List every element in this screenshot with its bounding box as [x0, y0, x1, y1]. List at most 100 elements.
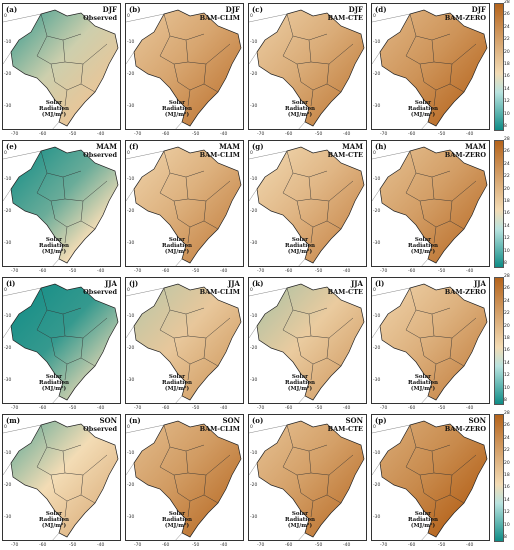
colorbar-tick-label: 12	[504, 510, 510, 516]
x-tick-label: -40	[97, 269, 105, 274]
map-panel: (p) SON BAM-ZERO Solar Radiation (MJ/m²) -70 -…	[371, 414, 490, 548]
variable-label-line1: Solar	[168, 511, 186, 517]
colorbar-tick-label: 16	[504, 348, 510, 354]
x-tick-label: -60	[162, 543, 170, 548]
y-tick-label: -10	[127, 40, 135, 45]
y-tick-label: -10	[250, 177, 258, 182]
x-tick-label: -50	[192, 269, 200, 274]
map-panel: (j) JJA BAM-CLIM Solar Radiation (MJ/m²) -70 -…	[125, 277, 244, 411]
variable-label-line1: Solar	[291, 237, 309, 243]
colorbar-tick-label: 28	[504, 0, 510, 5]
season-label: MAM	[96, 142, 117, 151]
x-tick-label: -50	[315, 132, 323, 137]
colorbar-tick-label: 16	[504, 211, 510, 217]
x-tick-label: -40	[220, 269, 228, 274]
variable-label-line2: Radiation (MJ/m²)	[38, 517, 70, 529]
colorbar-tick-label: 24	[504, 161, 510, 167]
x-tick-label: -60	[408, 406, 416, 411]
season-label: JJA	[350, 279, 363, 288]
brazil-map	[372, 283, 488, 403]
variable-label-line1: Solar	[168, 100, 186, 106]
x-tick-label: -70	[257, 269, 265, 274]
y-tick-label: -10	[4, 451, 12, 456]
x-tick-label: -70	[134, 543, 142, 548]
variable-label: Solar Radiation (MJ/m²)	[29, 100, 79, 118]
panel-label: (f)	[129, 142, 139, 151]
x-tick-label: -40	[343, 543, 351, 548]
colorbar-tick-label: 14	[504, 223, 510, 229]
brazil-map	[372, 146, 488, 266]
y-tick-label: -20	[4, 483, 12, 488]
colorbar-tick-label: 14	[504, 497, 510, 503]
x-tick-label: -40	[466, 406, 474, 411]
x-tick-label: -70	[134, 269, 142, 274]
colorbar-tick-label: 14	[504, 86, 510, 92]
y-tick-label: 0	[373, 151, 376, 156]
colorbar	[494, 140, 504, 268]
colorbar-tick-label: 18	[504, 199, 510, 204]
x-tick-label: -40	[97, 132, 105, 137]
brazil-map	[249, 283, 365, 403]
map-frame: (l) JJA BAM-ZERO Solar Radiation (MJ/m²)	[371, 277, 490, 404]
source-label: BAM-CLIM	[199, 288, 240, 296]
colorbar-tick-label: 22	[504, 448, 510, 454]
y-tick-label: 0	[4, 14, 7, 19]
y-tick-label: -30	[4, 378, 12, 383]
colorbar-tick-label: 24	[504, 435, 510, 441]
map-frame: (n) SON BAM-CLIM Solar Radiation (MJ/m²)	[125, 414, 244, 541]
y-tick-label: 0	[127, 425, 130, 430]
map-frame: (f) MAM BAM-CLIM Solar Radiation (MJ/m²)	[125, 140, 244, 267]
x-tick-label: -60	[162, 406, 170, 411]
x-tick-label: -70	[380, 269, 388, 274]
variable-label: Solar Radiation (MJ/m²)	[275, 237, 325, 255]
x-tick-label: -70	[134, 132, 142, 137]
y-tick-label: -30	[127, 515, 135, 520]
season-label: SON	[345, 416, 363, 425]
variable-label-line1: Solar	[45, 237, 63, 243]
colorbar-tick-label: 26	[504, 286, 510, 292]
season-label: MAM	[465, 142, 486, 151]
brazil-map	[249, 9, 365, 129]
colorbar-tick-label: 22	[504, 37, 510, 43]
variable-label-line1: Solar	[291, 511, 309, 517]
season-label: SON	[99, 416, 117, 425]
map-frame: (h) MAM BAM-ZERO Solar Radiation (MJ/m²)	[371, 140, 490, 267]
map-panel: (f) MAM BAM-CLIM Solar Radiation (MJ/m²) -70 -…	[125, 140, 244, 274]
variable-label: Solar Radiation (MJ/m²)	[398, 100, 448, 118]
variable-label: Solar Radiation (MJ/m²)	[29, 374, 79, 392]
season-label: SON	[222, 416, 240, 425]
x-tick-label: -60	[39, 543, 47, 548]
variable-label-line1: Solar	[414, 237, 432, 243]
map-frame: (c) DJF BAM-CTE Solar Radiation (MJ/m²)	[248, 3, 367, 130]
colorbar-tick-label: 26	[504, 149, 510, 155]
x-tick-label: -60	[408, 269, 416, 274]
y-tick-label: 0	[127, 151, 130, 156]
colorbar-tick-label: 16	[504, 485, 510, 491]
y-tick-label: 0	[373, 14, 376, 19]
panel-label: (n)	[129, 416, 141, 425]
panel-label: (m)	[6, 416, 21, 425]
y-tick-label: -20	[250, 483, 258, 488]
variable-label: Solar Radiation (MJ/m²)	[152, 374, 202, 392]
variable-label-line2: Radiation (MJ/m²)	[38, 380, 70, 392]
map-panel: (m) SON Observed Solar Radiation (MJ/m²) -70 -…	[2, 414, 121, 548]
y-tick-label: -20	[373, 483, 381, 488]
variable-label-line2: Radiation (MJ/m²)	[407, 380, 439, 392]
y-tick-label: 0	[250, 14, 253, 19]
brazil-map	[3, 146, 119, 266]
variable-label-line2: Radiation (MJ/m²)	[161, 106, 193, 118]
colorbar-tick-label: 16	[504, 74, 510, 80]
x-tick-label: -70	[11, 132, 19, 137]
x-tick-label: -60	[285, 269, 293, 274]
colorbar-tick-label: 24	[504, 298, 510, 304]
season-label: DJF	[225, 5, 240, 14]
map-panel: (h) MAM BAM-ZERO Solar Radiation (MJ/m²) -70 -…	[371, 140, 490, 274]
y-tick-label: 0	[4, 288, 7, 293]
source-label: BAM-CLIM	[199, 14, 240, 22]
y-tick-label: -20	[127, 483, 135, 488]
colorbar-tick-label: 10	[504, 111, 510, 117]
map-panel: (d) DJF BAM-ZERO Solar Radiation (MJ/m²) -70 -…	[371, 3, 490, 137]
x-tick-label: -40	[220, 406, 228, 411]
colorbar-tick-label: 24	[504, 24, 510, 30]
